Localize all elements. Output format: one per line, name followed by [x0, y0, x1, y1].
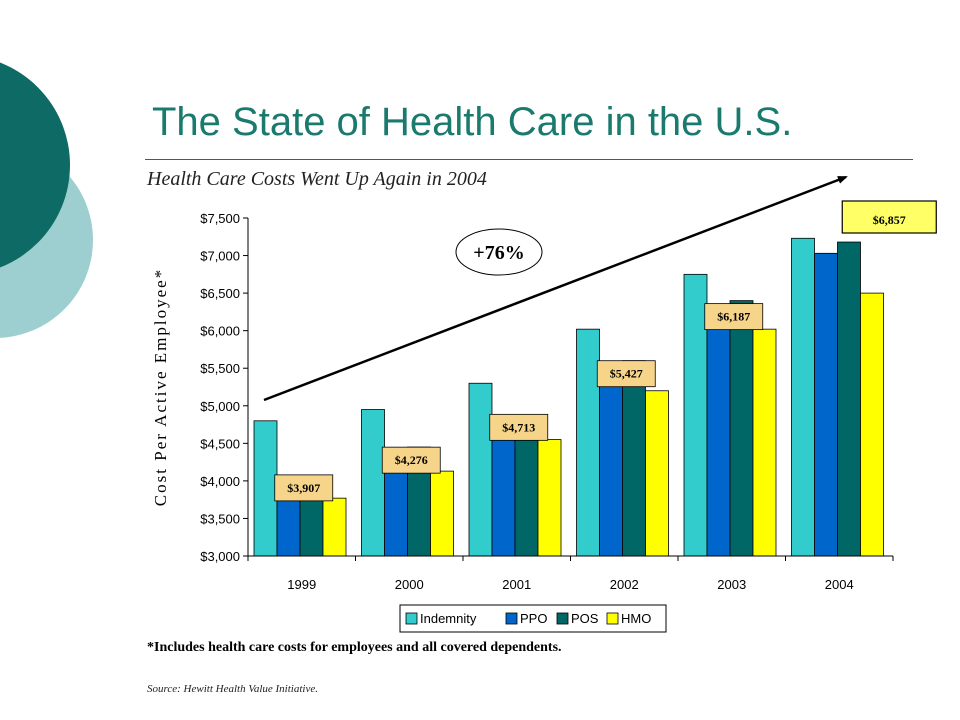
x-tick-label: 2003: [717, 577, 746, 592]
y-tick-label: $6,500: [200, 286, 240, 301]
avg-box-1999: [274, 474, 334, 502]
bar-ppo-2002: [599, 367, 623, 557]
bar-indemnity-2000: [361, 409, 385, 557]
y-tick-label: $4,000: [200, 474, 240, 489]
avg-label-1999: $3,907: [287, 481, 320, 495]
avg-label-2000: $4,276: [395, 453, 428, 467]
growth-ellipse: [455, 228, 543, 276]
bar-indemnity-2003: [683, 273, 708, 557]
avg-label-2004: $6,857: [873, 213, 906, 227]
y-tick-label: $3,000: [200, 549, 240, 564]
bar-hmo-2002: [645, 390, 669, 557]
dark-teal-circle: [0, 62, 70, 268]
avg-box-2000: [381, 446, 441, 474]
bar-hmo-2000: [430, 470, 454, 557]
avg-box-2001: [489, 413, 549, 441]
bar-pos-2004: [837, 241, 861, 557]
y-tick-label: $4,500: [200, 436, 240, 451]
y-tick-label: $6,000: [200, 324, 240, 339]
trend-arrow: [263, 175, 848, 402]
bar-hmo-1999: [322, 497, 347, 557]
y-axis-label: Cost Per Active Employee*: [151, 268, 170, 506]
source-note: Source: Hewitt Health Value Initiative.: [147, 683, 318, 695]
avg-label-2001: $4,713: [502, 420, 535, 434]
avg-box-2002: [596, 360, 656, 388]
bar-ppo-2004: [814, 252, 838, 557]
y-tick-label: $3,500: [200, 511, 240, 526]
y-tick-label: $5,500: [200, 361, 240, 376]
footnote: *Includes health care costs for employee…: [147, 640, 562, 655]
bar-ppo-2001: [491, 425, 516, 557]
legend-label-hmo: HMO: [621, 611, 651, 626]
legend-label-pos: POS: [571, 611, 599, 626]
bar-pos-2002: [622, 360, 646, 557]
slide-title: The State of Health Care in the U.S.: [152, 100, 793, 144]
legend-box: [399, 604, 667, 633]
bar-hmo-2004: [860, 292, 884, 557]
legend-swatch-pos: [556, 612, 569, 625]
bar-pos-2003: [729, 300, 754, 557]
avg-box-2004: [841, 200, 937, 234]
y-tick-label: $7,500: [200, 211, 240, 226]
bar-indemnity-2004: [791, 237, 815, 557]
title-rule: [145, 159, 913, 160]
legend-label-indemnity: Indemnity: [420, 611, 477, 626]
y-tick-label: $7,000: [200, 249, 240, 264]
bar-hmo-2001: [537, 439, 562, 557]
x-tick-label: 1999: [287, 577, 316, 592]
legend-swatch-ppo: [505, 612, 518, 625]
bar-indemnity-2001: [468, 382, 493, 557]
y-tick-label: $5,000: [200, 399, 240, 414]
x-tick-label: 2002: [610, 577, 639, 592]
x-tick-label: 2004: [825, 577, 854, 592]
legend-swatch-hmo: [606, 612, 619, 625]
avg-label-2002: $5,427: [610, 367, 643, 381]
legend-swatch-indemnity: [405, 612, 418, 625]
bar-ppo-2003: [706, 307, 731, 557]
avg-label-2003: $6,187: [717, 310, 750, 324]
bar-indemnity-2002: [576, 328, 600, 557]
x-tick-label: 2000: [395, 577, 424, 592]
x-tick-label: 2001: [502, 577, 531, 592]
slide-subtitle: Health Care Costs Went Up Again in 2004: [147, 168, 487, 190]
legend-label-ppo: PPO: [520, 611, 547, 626]
bar-hmo-2003: [752, 328, 777, 557]
bar-indemnity-1999: [253, 420, 278, 557]
bar-ppo-2000: [384, 469, 408, 557]
growth-label: +76%: [473, 242, 524, 264]
avg-box-2003: [704, 303, 764, 331]
